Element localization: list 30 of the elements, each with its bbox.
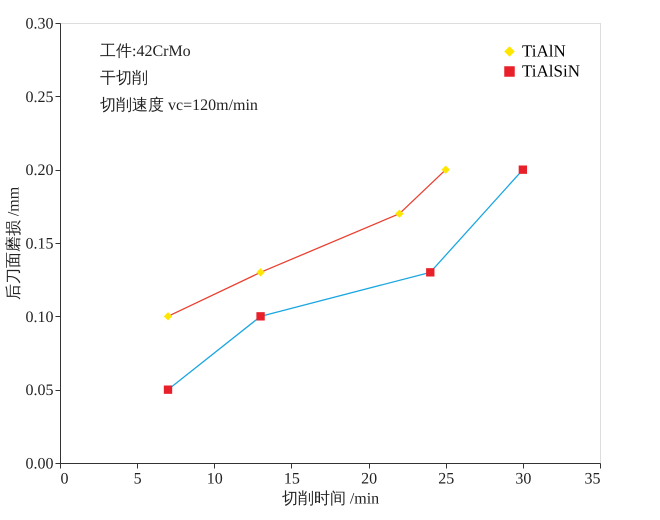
x-tick-label: 0 <box>60 470 68 488</box>
point <box>256 268 265 277</box>
legend-label: TiAlSiN <box>522 62 580 80</box>
point <box>442 165 450 174</box>
point <box>426 268 434 277</box>
point <box>164 385 172 394</box>
point <box>518 165 528 174</box>
x-tick-label: 15 <box>284 470 300 488</box>
x-tick-label: 35 <box>584 470 600 488</box>
point <box>256 312 265 321</box>
x-tick-label: 20 <box>361 470 378 488</box>
y-tick-label: 0.15 <box>26 236 54 252</box>
point <box>395 209 404 218</box>
annotation: 工件:42CrMo <box>100 43 191 60</box>
y-tick-label: 0.10 <box>26 308 54 326</box>
x-tick-label: 25 <box>438 470 454 488</box>
x-tick-label: 30 <box>515 470 532 488</box>
y-tick-label: 0.25 <box>26 88 54 106</box>
y-tick-label: 0.30 <box>26 16 54 32</box>
x-axis-title: 切削时间 /min <box>282 490 380 508</box>
point <box>164 312 172 321</box>
y-tick-label: 0.05 <box>26 382 54 400</box>
y-tick-label: 0.20 <box>26 162 54 180</box>
annotation: 切削速度 vc=120m/min <box>100 96 258 114</box>
x-tick-label: 5 <box>134 470 142 488</box>
y-axis-title: 后刀面磨损 /mm <box>4 186 22 300</box>
x-tick-label: 10 <box>206 470 223 488</box>
y-tick-label: 0.00 <box>26 456 54 472</box>
annotation: 干切削 <box>100 69 148 87</box>
legend-label: TiAlN <box>522 42 566 60</box>
